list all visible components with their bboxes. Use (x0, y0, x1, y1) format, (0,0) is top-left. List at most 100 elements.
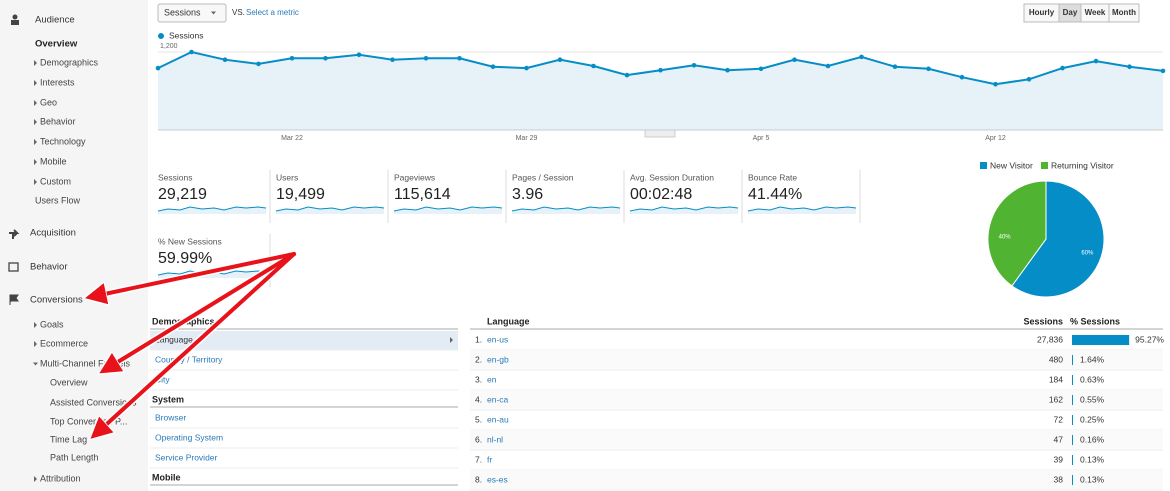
x-tick-label: Mar 22 (281, 135, 303, 142)
section-title: Mobile (152, 472, 181, 482)
dimension-link[interactable]: Country / Territory (155, 354, 223, 364)
data-point (691, 63, 697, 68)
data-point (457, 56, 462, 61)
nav-item[interactable]: Overview (35, 39, 78, 50)
nav-item[interactable]: Technology (40, 136, 86, 146)
language-link[interactable]: en-au (487, 414, 509, 424)
nav-item[interactable]: Behavior (40, 116, 76, 126)
granularity-label: Hourly (1029, 8, 1055, 17)
data-point (1026, 77, 1032, 82)
row-stripe (470, 470, 1163, 490)
share-bar (1072, 435, 1073, 445)
x-tick-label: Mar 29 (516, 135, 538, 142)
scorecard-value: 00:02:48 (630, 186, 692, 203)
caret-icon (211, 11, 216, 15)
data-point (792, 57, 797, 62)
arrow (98, 252, 296, 432)
caret-icon (34, 341, 37, 347)
nav-item[interactable]: Goals (40, 319, 64, 329)
nav-item[interactable]: Audience (35, 15, 75, 26)
nav-item[interactable]: Multi-Channel Funnels (40, 358, 131, 368)
share-cell: 0.25% (1080, 414, 1105, 424)
data-point (892, 64, 898, 69)
scorecard-label: Pageviews (394, 172, 435, 182)
sparkline (275, 206, 385, 212)
data-point (926, 66, 931, 72)
granularity-label: Week (1085, 8, 1106, 17)
nav-item[interactable]: Behavior (30, 262, 68, 273)
rank: 1. (475, 334, 482, 344)
caret-icon (33, 362, 38, 366)
data-point (624, 72, 630, 78)
data-point (959, 74, 965, 80)
nav-item[interactable]: Time Lag (50, 434, 87, 444)
scorecard-label: Users (276, 172, 298, 182)
legend-label: New Visitor (990, 160, 1033, 170)
nav-item[interactable]: Custom (40, 176, 71, 186)
sessions-cell: 47 (1054, 434, 1064, 444)
nav-item[interactable]: Demographics (40, 57, 99, 67)
data-point (490, 64, 496, 69)
share-bar (1072, 395, 1073, 405)
nav-item[interactable]: Ecommerce (40, 338, 88, 348)
language-link[interactable]: en-us (487, 334, 508, 344)
metric-dropdown[interactable] (157, 3, 227, 23)
legend-dot (158, 33, 164, 39)
language-link[interactable]: en (487, 374, 497, 384)
caret-icon (34, 119, 37, 125)
share-bar (1072, 415, 1073, 425)
scorecard-value: 3.96 (512, 186, 543, 203)
legend-label: Returning Visitor (1051, 160, 1114, 170)
share-cell: 0.13% (1080, 474, 1105, 484)
rank: 6. (475, 434, 482, 444)
granularity-label: Month (1112, 8, 1136, 17)
nav-item[interactable]: Overview (50, 377, 88, 387)
content: Audience Overview Demographics Interests Geo… (8, 3, 1166, 491)
nav-item[interactable]: Geo (40, 97, 57, 107)
nav-item[interactable]: Conversions (30, 295, 83, 306)
language-link[interactable]: nl-nl (487, 434, 503, 444)
caret-icon (34, 159, 37, 165)
sparkline (511, 206, 621, 212)
rank: 8. (475, 474, 482, 484)
dimension-link[interactable]: Language (155, 334, 193, 344)
dimension-link[interactable]: Service Provider (155, 452, 218, 462)
sparkline (629, 206, 739, 212)
data-point (859, 54, 864, 60)
metric-dropdown-label: Sessions (164, 7, 201, 17)
section-title: System (152, 394, 184, 404)
sparkline (157, 206, 267, 212)
language-link[interactable]: en-ca (487, 394, 509, 404)
pie-slice (1011, 180, 1105, 298)
data-point (423, 56, 429, 61)
nav-item[interactable]: Attribution (40, 473, 81, 483)
dimension-link[interactable]: City (155, 374, 170, 384)
dimension-link[interactable]: Operating System (155, 432, 223, 442)
language-link[interactable]: en-gb (487, 354, 509, 364)
arrow (108, 252, 296, 368)
nav-item[interactable]: Acquisition (30, 228, 76, 239)
nav-item[interactable]: Path Length (50, 452, 99, 462)
row-stripe (470, 350, 1163, 370)
caret-icon (34, 476, 37, 482)
dimension-link[interactable]: Browser (155, 412, 186, 422)
select-metric[interactable]: Select a metric (246, 8, 299, 17)
data-point (155, 65, 161, 71)
caret-icon (34, 100, 37, 106)
language-link[interactable]: es-es (487, 474, 508, 484)
granularity-button[interactable] (1108, 3, 1140, 23)
nav-item[interactable]: Users Flow (35, 195, 81, 205)
row-stripe (470, 390, 1163, 410)
nav-item[interactable]: Assisted Conversions (50, 397, 137, 407)
language-link[interactable]: fr (487, 454, 492, 464)
rank: 5. (475, 414, 482, 424)
share-cell: 0.13% (1080, 454, 1105, 464)
chart-expand-tab (644, 129, 676, 138)
nav-item[interactable]: Mobile (40, 156, 67, 166)
data-point (323, 56, 328, 61)
data-point (289, 56, 295, 61)
rank: 2. (475, 354, 482, 364)
vs-label: VS. (232, 8, 245, 17)
nav-item[interactable]: Interests (40, 77, 75, 87)
scorecard-value: 115,614 (394, 186, 451, 203)
